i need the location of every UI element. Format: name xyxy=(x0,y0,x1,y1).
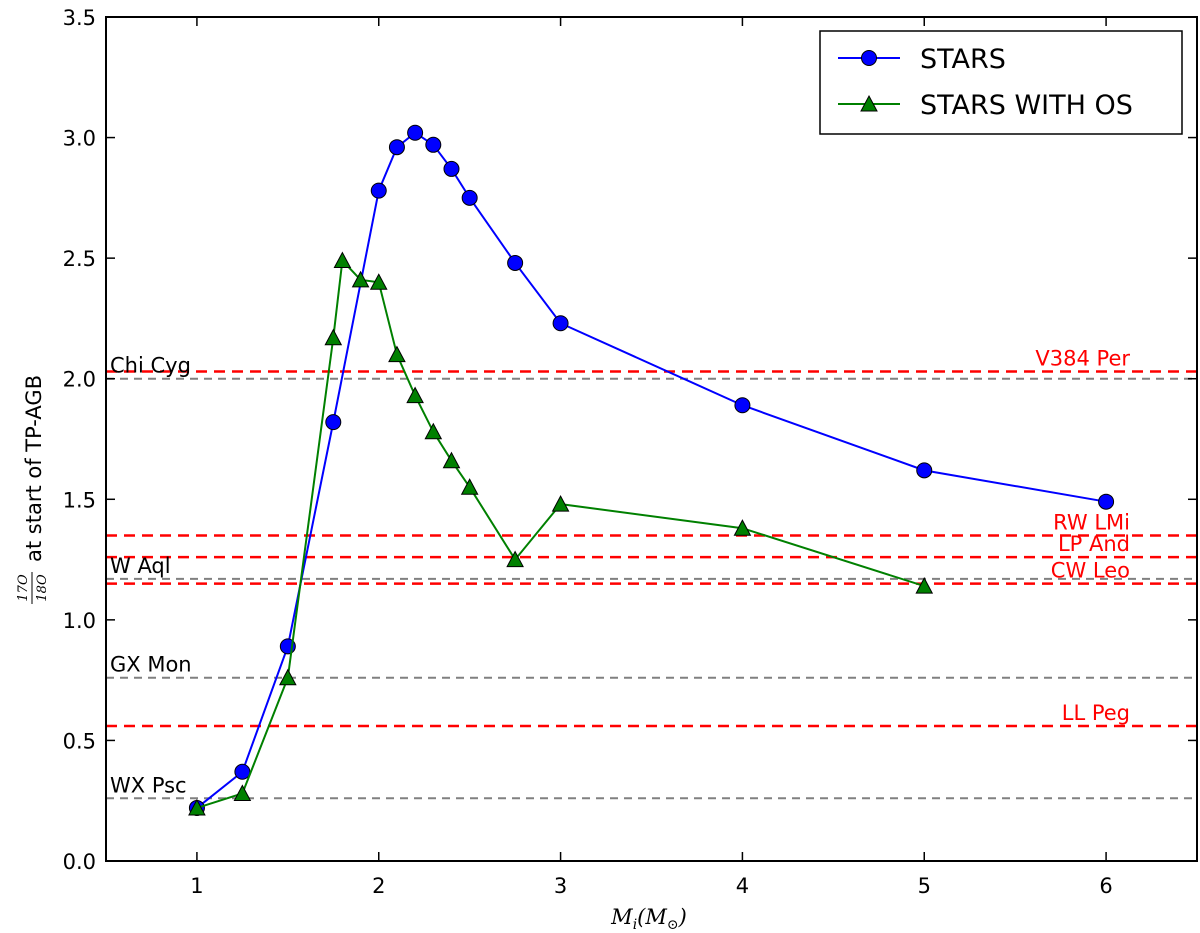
reference-labels: Chi Cyg W Aql GX Mon WX Psc V384 Per RW LMiLP… xyxy=(110,346,1130,797)
y-tick-label-5: 2.5 xyxy=(63,247,96,271)
point-s0-13 xyxy=(916,462,933,479)
legend-marker-stars xyxy=(861,50,877,66)
point-s0-3 xyxy=(325,414,342,431)
y-axis-title: 17O 18O at start of TP-AGB xyxy=(16,375,50,604)
point-s0-5 xyxy=(388,139,405,156)
legend-label-stars-os: STARS WITH OS xyxy=(920,90,1133,121)
point-s0-14 xyxy=(1098,493,1115,510)
reference-label-6: LP And xyxy=(1058,532,1130,556)
point-s1-13 xyxy=(551,495,570,512)
series-line-0 xyxy=(196,131,1107,809)
point-s1-8 xyxy=(406,386,424,404)
x-axis-title: Mi(M⊙) xyxy=(610,905,687,933)
point-s1-12 xyxy=(506,550,524,568)
y-axis-title-text: at start of TP-AGB xyxy=(22,375,46,562)
reference-label-1: W Aql xyxy=(110,554,171,578)
point-s1-15 xyxy=(915,577,934,594)
reference-label-2: GX Mon xyxy=(110,653,192,677)
point-s1-3 xyxy=(324,328,343,346)
y-tick-label-7: 3.5 xyxy=(63,6,96,30)
point-s1-6 xyxy=(369,273,388,290)
point-s1-0 xyxy=(188,798,206,816)
point-s1-9 xyxy=(424,422,443,440)
y-tick-label-6: 3.0 xyxy=(63,127,96,151)
point-s1-2 xyxy=(279,668,297,686)
point-s0-10 xyxy=(507,254,524,271)
legend-label-stars: STARS xyxy=(920,44,1006,75)
reference-label-7: CW Leo xyxy=(1051,559,1130,583)
point-s1-14 xyxy=(733,519,752,536)
legend: STARS STARS WITH OS xyxy=(819,30,1183,135)
y-tick-label-2: 1.0 xyxy=(63,609,96,633)
reference-label-3: WX Psc xyxy=(110,773,187,797)
series-line-1 xyxy=(196,258,925,809)
reference-label-8: LL Peg xyxy=(1062,701,1130,725)
point-s0-6 xyxy=(407,124,424,141)
x-tick-label-0: 1 xyxy=(190,874,203,898)
point-s0-1 xyxy=(234,763,251,780)
reference-label-4: V384 Per xyxy=(1035,346,1130,370)
x-tick-label-2: 3 xyxy=(554,874,567,898)
legend-box xyxy=(819,30,1183,135)
y-axis-fraction-denominator: 18O xyxy=(35,574,50,602)
point-s1-4 xyxy=(333,251,352,269)
axis-ticks: 1 2 3 4 5 6 0.0 0.5 1.0 1.5 2.0 2.5 3.0 3.5 xyxy=(63,6,1197,898)
point-s1-1 xyxy=(233,784,252,801)
y-tick-label-1: 0.5 xyxy=(63,729,96,753)
point-s0-12 xyxy=(734,397,751,414)
point-s0-8 xyxy=(443,160,460,177)
series-layer xyxy=(188,124,1115,816)
point-s1-10 xyxy=(442,451,461,469)
reference-label-0: Chi Cyg xyxy=(110,354,191,378)
x-tick-label-1: 2 xyxy=(372,874,385,898)
point-s1-11 xyxy=(460,478,479,495)
x-tick-label-3: 4 xyxy=(736,874,749,898)
y-tick-label-0: 0.0 xyxy=(63,850,96,874)
legend-marker-stars-os xyxy=(860,94,878,112)
point-s0-9 xyxy=(461,189,478,206)
plot-frame xyxy=(105,16,1198,862)
reference-lines xyxy=(106,370,1197,800)
point-s0-11 xyxy=(552,315,569,332)
x-tick-label-5: 6 xyxy=(1099,874,1112,898)
point-s1-5 xyxy=(351,270,370,288)
y-axis-fraction-numerator: 17O xyxy=(16,574,31,602)
y-tick-label-4: 2.0 xyxy=(63,368,96,392)
x-tick-label-4: 5 xyxy=(918,874,931,898)
point-s0-7 xyxy=(425,136,442,153)
y-tick-label-3: 1.5 xyxy=(63,488,96,512)
reference-label-5: RW LMi xyxy=(1053,510,1130,534)
point-s1-7 xyxy=(388,345,406,363)
point-s0-4 xyxy=(370,182,387,199)
